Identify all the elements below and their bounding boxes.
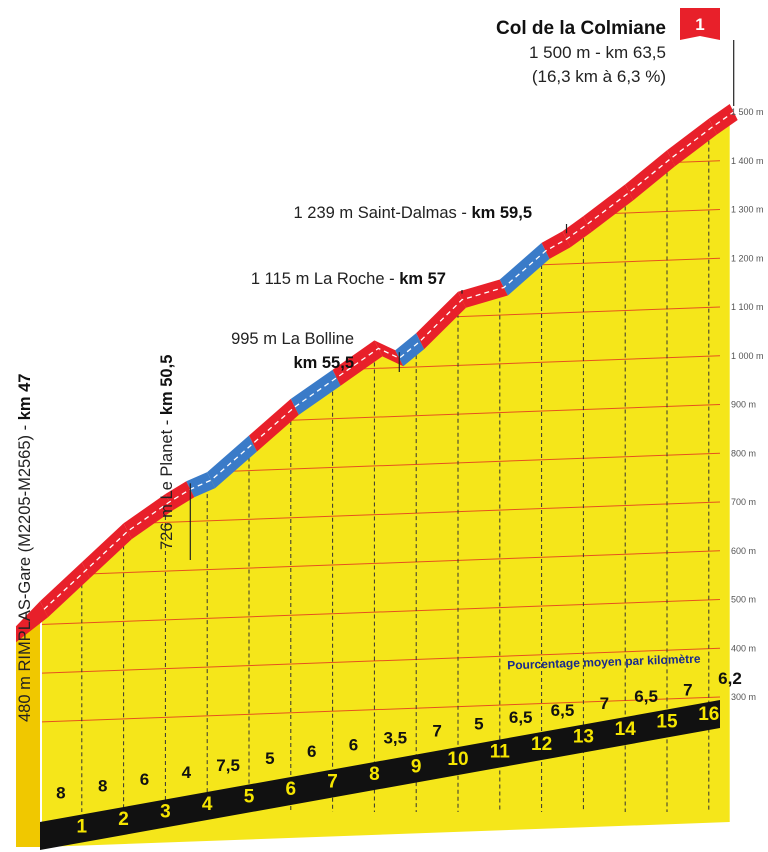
- km-tick: 8: [369, 764, 380, 785]
- percentage-labels: 8 8 6 4 7,5 5 6 6 3,5 7 5 6,5 6,5 7 6,5 76,2: [56, 669, 742, 803]
- y-tick-label: 900 m: [731, 400, 756, 410]
- percentage-label: 4: [182, 763, 192, 782]
- leader-lines: [189, 40, 735, 560]
- km-tick: 6: [286, 779, 297, 800]
- km-tick: 10: [447, 749, 468, 770]
- climb-segment: [458, 279, 508, 308]
- percentage-legend: Pourcentage moyen par kilomètre: [507, 652, 701, 673]
- y-tick-label: 1 300 m: [731, 205, 764, 215]
- climb-segment: [625, 150, 675, 201]
- km-tick: 4: [202, 794, 213, 815]
- label-le-planet: 726 m Le Planet - km 50,5: [158, 355, 176, 550]
- percentage-label: 7: [432, 722, 441, 741]
- y-tick-label: 500 m: [731, 595, 756, 605]
- label-saint-dalmas: 1 239 m Saint-Dalmas - km 59,5: [294, 204, 532, 222]
- km-tick: 5: [244, 787, 255, 808]
- y-tick-label: 400 m: [731, 643, 756, 653]
- climb-line: [16, 104, 738, 643]
- category-number: 1: [695, 15, 704, 34]
- percentage-label: 5: [474, 715, 483, 734]
- km-tick: 12: [531, 734, 552, 755]
- km-tick: 15: [656, 712, 678, 733]
- climb-centre-dash: [43, 111, 735, 610]
- percentage-label: 6,5: [509, 708, 533, 727]
- percentage-label: 6,5: [634, 687, 658, 706]
- climb-segment: [583, 184, 634, 233]
- y-axis-ticks: 300 m 400 m 500 m 600 m 700 m 800 m 900 m 1 000…: [731, 107, 764, 702]
- label-la-roche: 1 115 m La Roche - km 57: [251, 270, 446, 288]
- base-band: [40, 700, 720, 850]
- label-la-bolline-km: km 55,5: [293, 354, 354, 372]
- climb-segment: [290, 369, 341, 415]
- base-band-shape: [40, 700, 720, 850]
- y-tick-label: 1 200 m: [731, 253, 764, 263]
- km-ticks: 1 2 3 4 5 6 7 8 9 10 11 12 13 14 15 16: [77, 704, 720, 837]
- percentage-label: 3,5: [383, 728, 407, 747]
- climb-segment: [207, 435, 257, 489]
- climb-segment: [541, 231, 571, 259]
- y-tick-label: 1 500 m: [731, 107, 764, 117]
- percentage-label: 6: [140, 770, 149, 789]
- gridline: [40, 550, 721, 577]
- climb-segment: [374, 340, 404, 367]
- profile-area: [40, 112, 730, 847]
- km-tick: 11: [490, 742, 511, 763]
- y-tick-label: 1 000 m: [731, 351, 764, 361]
- percentage-label: 7: [683, 680, 692, 699]
- category-flag: 1: [680, 8, 720, 40]
- flag-shape: [680, 8, 720, 40]
- percentage-label: 6,2: [718, 669, 742, 688]
- profile-left-wall: [16, 609, 40, 847]
- y-tick-label: 600 m: [731, 546, 756, 556]
- percentage-label: 7,5: [216, 756, 240, 775]
- climb-start-cap: [16, 601, 48, 643]
- percentage-label: 6: [349, 735, 358, 754]
- climb-segment: [667, 118, 717, 167]
- y-tick-label: 300 m: [731, 692, 756, 702]
- percentage-label: 5: [265, 749, 274, 768]
- y-tick-label: 1 100 m: [731, 302, 764, 312]
- km-tick: 1: [77, 817, 88, 838]
- profile-side-wall: [16, 609, 40, 847]
- km-tick: 14: [615, 719, 637, 740]
- percentage-label: 6: [307, 742, 316, 761]
- climb-segment: [249, 398, 299, 452]
- km-dashed-lines: [81, 140, 710, 812]
- summit-stats: (16,3 km à 6,3 %): [532, 67, 666, 86]
- km-tick: 7: [327, 772, 338, 793]
- y-tick-label: 800 m: [731, 448, 756, 458]
- km-tick: 9: [411, 757, 422, 778]
- gridline: [40, 160, 721, 187]
- climb-segment: [165, 481, 195, 510]
- y-tick-label: 1 400 m: [731, 156, 764, 166]
- km-tick: 16: [698, 704, 719, 725]
- percentage-label: 8: [98, 777, 107, 796]
- y-tick-label: 700 m: [731, 497, 756, 507]
- percentage-label: 7: [600, 694, 609, 713]
- label-rimplas-start: 480 m RIMPLAS-Gare (M2205-M2565) - km 47: [16, 374, 34, 723]
- km-tick: 2: [118, 809, 129, 830]
- gridline: [40, 112, 721, 138]
- percentage-label: 6,5: [551, 701, 575, 720]
- gridline: [40, 647, 721, 674]
- summit-name: Col de la Colmiane: [496, 18, 666, 39]
- gridline: [40, 599, 721, 625]
- gridline: [40, 696, 721, 723]
- summit-detail: 1 500 m - km 63,5: [529, 43, 666, 62]
- percentage-label: 8: [56, 784, 65, 803]
- km-tick: 3: [160, 802, 171, 823]
- label-la-bolline-name: 995 m La Bolline: [231, 330, 354, 348]
- km-tick: 13: [573, 727, 594, 748]
